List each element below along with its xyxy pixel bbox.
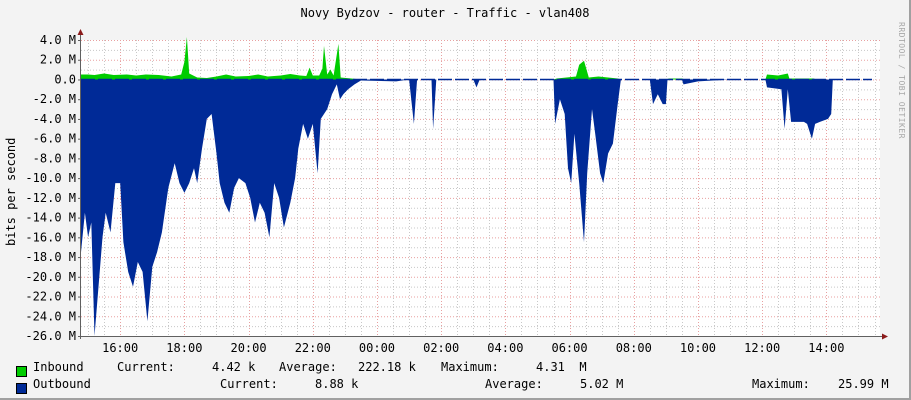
x-tick-label: 08:00	[616, 341, 652, 355]
inbound-area	[81, 37, 852, 80]
y-axis-ticks: 4.0 M 2.0 M 0.0 -2.0 M -4.0 M -6.0 M -8.0 M -10…	[25, 33, 81, 343]
traffic-chart: 4.0 M 2.0 M 0.0 -2.0 M -4.0 M -6.0 M -8.0 M -10…	[25, 29, 888, 355]
legend-outbound-label: Outbound	[33, 377, 91, 391]
y-tick-label: -22.0 M	[25, 290, 76, 304]
y-tick-label: -4.0 M	[33, 112, 76, 126]
legend-inbound-average: 222.18 k	[358, 360, 416, 374]
series-areas	[81, 37, 872, 336]
legend-outbound-current: 8.88 k	[315, 377, 359, 391]
y-tick-label: -24.0 M	[25, 309, 76, 323]
x-tick-label: 04:00	[487, 341, 523, 355]
legend-inbound-current: 4.42 k	[212, 360, 256, 374]
y-tick-label: 4.0 M	[40, 33, 76, 47]
chart-title: Novy Bydzov - router - Traffic - vlan408	[300, 6, 590, 20]
y-tick-label: -8.0 M	[33, 151, 76, 165]
x-tick-label: 14:00	[808, 341, 844, 355]
legend-outbound-average-label: Average:	[485, 377, 543, 391]
legend-inbound-maximum-label: Maximum:	[441, 360, 499, 374]
x-tick-label: 12:00	[744, 341, 780, 355]
outbound-area	[81, 79, 852, 336]
inbound-swatch-icon	[16, 366, 27, 377]
legend-inbound-maximum: 4.31 M	[536, 360, 587, 374]
legend-inbound-current-label: Current:	[117, 360, 175, 374]
outbound-swatch-icon	[16, 383, 27, 394]
legend-outbound-maximum-label: Maximum:	[752, 377, 810, 391]
y-tick-label: -16.0 M	[25, 230, 76, 244]
y-tick-label: -12.0 M	[25, 191, 76, 205]
x-axis-ticks: 16:00 18:00 20:00 22:00 00:00 02:00 04:00 06:00…	[102, 341, 844, 355]
x-tick-label: 02:00	[423, 341, 459, 355]
watermark: RRDTOOL / TOBI OETIKER	[897, 22, 906, 139]
legend-row-outbound	[16, 378, 31, 394]
y-tick-label: -6.0 M	[33, 132, 76, 146]
legend-row-inbound	[16, 361, 31, 377]
legend-outbound-average: 5.02 M	[580, 377, 624, 391]
y-tick-label: -2.0 M	[33, 92, 76, 106]
y-tick-label: -18.0 M	[25, 250, 76, 264]
x-tick-label: 06:00	[551, 341, 587, 355]
x-tick-label: 20:00	[230, 341, 266, 355]
y-tick-label: -26.0 M	[25, 329, 76, 343]
legend-inbound-label: Inbound	[33, 360, 84, 374]
y-tick-label: 0.0	[54, 72, 76, 86]
x-tick-label: 16:00	[102, 341, 138, 355]
x-tick-label: 00:00	[359, 341, 395, 355]
legend-outbound-maximum: 25.99 M	[838, 377, 889, 391]
x-tick-label: 22:00	[295, 341, 331, 355]
y-tick-label: -14.0 M	[25, 211, 76, 225]
legend-outbound-current-label: Current:	[220, 377, 278, 391]
y-tick-label: 2.0 M	[40, 53, 76, 67]
y-axis-label: bits per second	[4, 137, 18, 246]
y-tick-label: -10.0 M	[25, 171, 76, 185]
legend-inbound-average-label: Average:	[279, 360, 337, 374]
x-tick-label: 10:00	[680, 341, 716, 355]
axes	[77, 29, 888, 340]
x-tick-label: 18:00	[166, 341, 202, 355]
y-tick-label: -20.0 M	[25, 270, 76, 284]
